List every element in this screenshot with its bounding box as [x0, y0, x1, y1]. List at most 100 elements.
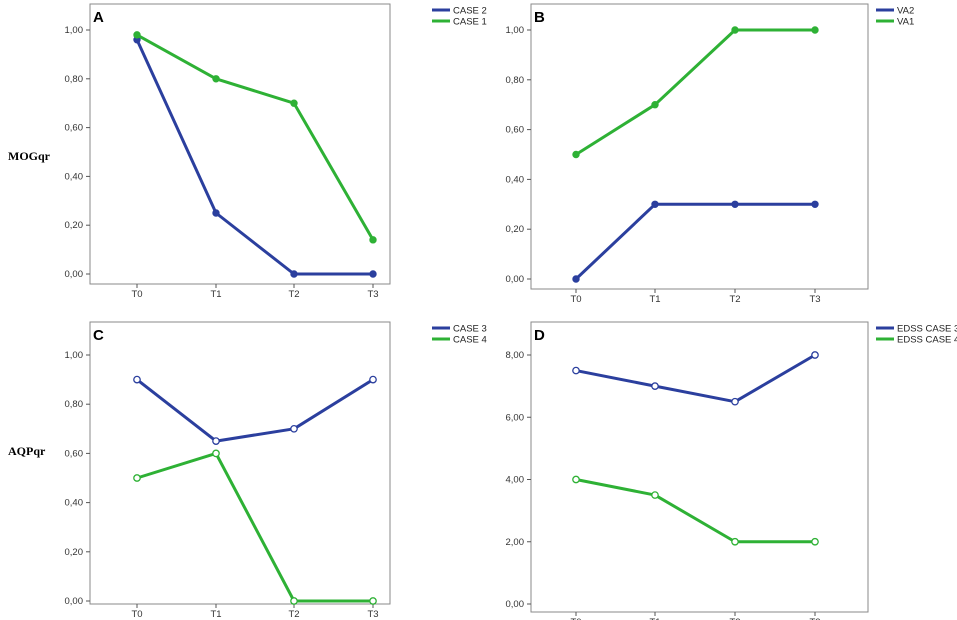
x-tick-label-a-1: T1 — [210, 289, 221, 300]
data-point-b-va1-3 — [811, 26, 819, 34]
y-tick-label-c-2: 0,40 — [65, 498, 84, 509]
data-point-a-case-2-2 — [290, 270, 298, 278]
panel-c: C 0,00 0,20 0,40 0,60 0,80 1,00 T0 T1 T2 T3 CASE 3C… — [65, 321, 487, 620]
x-tick-label-d-0: T0 — [570, 617, 581, 620]
y-tick-label-a-2: 0,40 — [65, 171, 84, 182]
legend-label-a-case-2: CASE 2 — [453, 6, 487, 17]
series-line-c-case-3 — [136, 378, 374, 443]
data-point-b-va2-2 — [731, 200, 739, 209]
panel-letter-c: C — [93, 327, 104, 344]
legend-label-c-case-3: CASE 3 — [453, 324, 487, 335]
y-tick-label-a-5: 1,00 — [65, 25, 84, 36]
data-point-a-case-1-2 — [290, 99, 298, 107]
legend-label-a-case-1: CASE 1 — [453, 17, 487, 28]
data-point-a-case-1-0 — [133, 31, 141, 39]
x-tick-label-d-2: T2 — [729, 617, 740, 620]
x-tick-label-c-0: T0 — [131, 609, 142, 620]
data-point-d-edss-case-4-1 — [651, 491, 659, 499]
series-line-d-edss-case-4 — [575, 478, 815, 544]
x-tick-label-a-0: T0 — [131, 289, 142, 300]
legend-label-b-va1: VA1 — [897, 17, 914, 28]
x-tick-label-a-2: T2 — [288, 289, 299, 300]
y-tick-label-a-4: 0,80 — [65, 74, 84, 85]
y-tick-label-b-4: 0,80 — [506, 75, 525, 86]
plot-frame-c — [89, 321, 391, 605]
legend-label-d-edss-case-4: EDSS CASE 4 — [897, 335, 957, 346]
data-point-d-edss-case-3-1 — [651, 382, 659, 390]
x-tick-label-c-2: T2 — [288, 609, 299, 620]
data-point-d-edss-case-4-2 — [731, 537, 739, 546]
x-tick-label-d-3: T3 — [809, 617, 820, 620]
data-point-c-case-4-1 — [212, 449, 220, 458]
data-point-a-case-1-1 — [212, 75, 220, 83]
data-point-d-edss-case-3-3 — [811, 351, 819, 359]
data-point-b-va2-3 — [811, 200, 819, 209]
data-point-c-case-3-2 — [290, 424, 298, 433]
y-tick-label-a-0: 0,00 — [65, 269, 84, 280]
data-point-b-va1-2 — [731, 26, 739, 34]
panel-d: D 0,00 2,00 4,00 6,00 8,00 T0 T1 T2 T3 EDSS CASE 3… — [506, 321, 957, 620]
data-point-c-case-4-0 — [133, 474, 141, 482]
y-tick-label-c-4: 0,80 — [65, 399, 84, 410]
plot-frame-b — [530, 3, 869, 290]
plot-frame-a — [89, 3, 391, 285]
data-point-a-case-2-3 — [369, 270, 377, 278]
series-line-a-case-1 — [136, 33, 375, 241]
x-tick-label-b-0: T0 — [570, 294, 581, 305]
data-point-d-edss-case-4-3 — [811, 537, 819, 546]
panel-a: A 0,00 0,20 0,40 0,60 0,80 1,00 T0 T1 T2 T3 CASE 2C… — [65, 3, 487, 300]
row-label-aqpqr: AQPqr — [8, 444, 46, 458]
panel-letter-b: B — [534, 9, 545, 26]
row-label-mogqr: MOGqr — [8, 149, 51, 163]
data-point-c-case-3-0 — [133, 375, 141, 384]
x-tick-label-b-3: T3 — [809, 294, 820, 305]
x-tick-label-a-3: T3 — [367, 289, 378, 300]
y-tick-label-b-5: 1,00 — [506, 25, 525, 36]
data-point-b-va2-1 — [651, 200, 659, 209]
data-point-a-case-1-3 — [369, 236, 377, 244]
y-tick-label-c-3: 0,60 — [65, 448, 84, 459]
data-point-d-edss-case-3-0 — [572, 366, 580, 375]
data-point-c-case-3-1 — [212, 437, 220, 445]
data-point-b-va1-1 — [651, 101, 659, 109]
x-tick-label-d-1: T1 — [649, 617, 660, 620]
y-tick-label-b-2: 0,40 — [506, 174, 525, 185]
x-tick-label-b-2: T2 — [729, 294, 740, 305]
y-tick-label-a-1: 0,20 — [65, 220, 84, 231]
y-tick-label-b-0: 0,00 — [506, 274, 525, 285]
y-tick-label-d-3: 6,00 — [506, 412, 525, 423]
panel-letter-d: D — [534, 327, 545, 344]
x-tick-label-c-3: T3 — [367, 609, 378, 620]
y-tick-label-b-1: 0,20 — [506, 224, 525, 235]
series-line-a-case-2 — [135, 39, 373, 276]
y-tick-label-d-1: 2,00 — [506, 537, 525, 548]
y-tick-label-d-4: 8,00 — [506, 350, 525, 361]
data-point-c-case-3-3 — [369, 375, 377, 384]
y-tick-label-c-1: 0,20 — [65, 547, 84, 558]
y-tick-label-d-2: 4,00 — [506, 475, 525, 486]
data-point-d-edss-case-4-0 — [572, 475, 580, 484]
legend-label-c-case-4: CASE 4 — [453, 335, 487, 346]
legend-label-b-va2: VA2 — [897, 6, 914, 17]
x-tick-label-c-1: T1 — [210, 609, 221, 620]
y-tick-label-d-0: 0,00 — [506, 599, 525, 610]
data-point-b-va2-0 — [572, 275, 580, 283]
data-point-c-case-4-3 — [369, 597, 377, 605]
legend-label-d-edss-case-3: EDSS CASE 3 — [897, 324, 957, 335]
data-point-a-case-2-1 — [212, 209, 220, 217]
data-point-c-case-4-2 — [290, 597, 298, 605]
y-tick-label-a-3: 0,60 — [65, 123, 84, 134]
data-point-b-va1-0 — [572, 150, 580, 159]
series-line-b-va1 — [575, 28, 815, 156]
x-tick-label-b-1: T1 — [649, 294, 660, 305]
series-line-d-edss-case-3 — [575, 353, 816, 404]
data-point-d-edss-case-3-2 — [731, 397, 739, 406]
plot-frame-d — [530, 321, 869, 613]
y-tick-label-c-0: 0,00 — [65, 596, 84, 607]
series-line-b-va2 — [574, 202, 815, 281]
panel-letter-a: A — [93, 9, 104, 26]
y-tick-label-b-3: 0,60 — [506, 125, 525, 136]
series-line-c-case-4 — [136, 451, 373, 603]
